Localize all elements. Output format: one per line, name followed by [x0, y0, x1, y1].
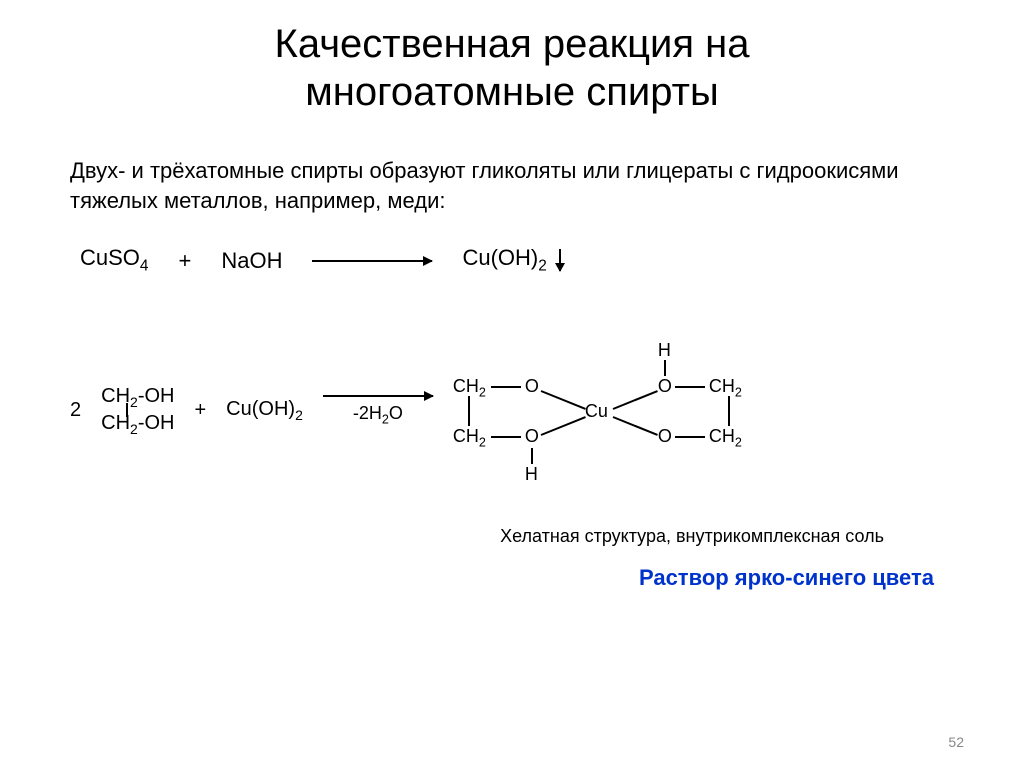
c3s: 2	[735, 385, 742, 399]
glycol-top-oh: OH	[144, 385, 174, 407]
complex-ch2-br: CH2	[709, 426, 742, 450]
c2: CH	[453, 426, 479, 446]
intro-text: Двух- и трёхатомные спирты образуют глик…	[60, 156, 964, 215]
eq1-plus: +	[178, 248, 191, 274]
bond-icon	[664, 360, 666, 376]
complex-o-tl: O	[525, 376, 539, 397]
complex-o-tr: O	[658, 376, 672, 397]
c1: CH	[453, 376, 479, 396]
complex-ch2-bl: CH2	[453, 426, 486, 450]
bond-icon	[540, 416, 585, 436]
bond-icon	[612, 416, 657, 436]
equation-2: 2 CH2-OH CH2-OH + Cu(OH)2 -2H2O CH2 CH2 …	[60, 336, 964, 486]
c4: CH	[709, 426, 735, 446]
glycol-row-top: CH2-OH	[101, 385, 174, 410]
equation-1: CuSO4 + NaOH Cu(OH)2	[60, 245, 964, 275]
reaction-arrow-icon	[323, 395, 433, 397]
c1s: 2	[479, 385, 486, 399]
glycol-row-bot: CH2-OH	[101, 412, 174, 437]
minus-water-text: -2H	[353, 403, 382, 423]
complex-caption: Хелатная структура, внутрикомплексная со…	[60, 526, 964, 547]
reaction-arrow-2-wrap: -2H2O	[323, 395, 433, 427]
eq2-coef: 2	[70, 399, 81, 422]
glycol-bot-sub: 2	[130, 421, 138, 437]
minus-water-sub: 2	[382, 413, 389, 427]
eq2-reagent-2: Cu(OH)2	[226, 398, 303, 423]
page-number: 52	[948, 734, 964, 750]
eq2-r2-sub: 2	[295, 407, 303, 423]
complex-ch2-tr: CH2	[709, 376, 742, 400]
title-line-2: многоатомные спирты	[305, 70, 718, 114]
glycol-bot-oh: OH	[144, 412, 174, 434]
bond-icon	[728, 396, 730, 426]
glycol-structure: CH2-OH CH2-OH	[101, 385, 174, 437]
bond-icon	[491, 436, 521, 438]
bond-vertical-icon	[126, 403, 128, 417]
bond-icon	[531, 448, 533, 464]
complex-h-bot: H	[525, 464, 538, 485]
complex-h-top: H	[658, 340, 671, 361]
eq1-r1-text: CuSO	[80, 245, 140, 270]
bond-icon	[540, 390, 585, 410]
bond-icon	[675, 386, 705, 388]
eq1-reagent-2: NaOH	[221, 248, 282, 274]
arrow-sublabel: -2H2O	[353, 403, 403, 427]
complex-cu: Cu	[585, 401, 608, 422]
reaction-arrow-icon	[312, 260, 432, 262]
eq1-r1-sub: 4	[140, 258, 149, 275]
eq1-p1-sub: 2	[538, 258, 547, 275]
eq1-product: Cu(OH)2	[462, 245, 561, 275]
result-text: Раствор ярко-синего цвета	[60, 565, 964, 591]
eq2-r2-text: Cu(OH)	[226, 398, 295, 420]
c4s: 2	[735, 435, 742, 449]
bond-icon	[675, 436, 705, 438]
copper-complex-structure: CH2 CH2 O O H Cu O O H CH2 CH2	[453, 336, 763, 486]
bond-icon	[468, 396, 470, 426]
complex-o-br: O	[658, 426, 672, 447]
glycol-top-sub: 2	[130, 394, 138, 410]
bond-icon	[612, 390, 657, 410]
complex-o-bl: O	[525, 426, 539, 447]
c2s: 2	[479, 435, 486, 449]
eq1-p1-text: Cu(OH)	[462, 245, 538, 270]
title-line-1: Качественная реакция на	[275, 22, 750, 66]
eq1-reagent-1: CuSO4	[80, 245, 148, 275]
slide-title: Качественная реакция на многоатомные спи…	[60, 20, 964, 116]
c3: CH	[709, 376, 735, 396]
bond-icon	[491, 386, 521, 388]
precipitate-arrow-icon	[559, 249, 561, 271]
eq2-plus: +	[194, 399, 206, 422]
minus-water-o: O	[389, 403, 403, 423]
